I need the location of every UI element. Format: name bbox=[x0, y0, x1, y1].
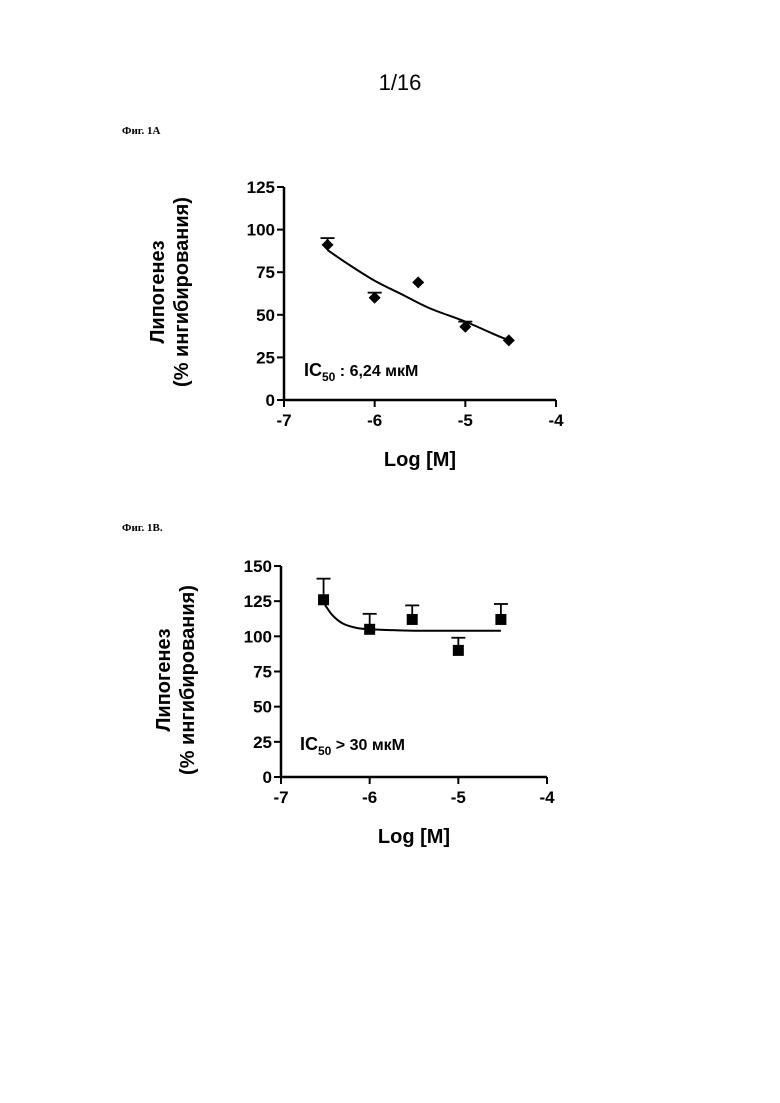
y-tick-label: 150 bbox=[244, 557, 272, 576]
x-tick-label: -5 bbox=[458, 411, 473, 430]
data-point bbox=[503, 334, 515, 346]
y-tick-label: 0 bbox=[263, 768, 272, 787]
y-tick-label: 75 bbox=[253, 663, 272, 682]
y-tick-label: 125 bbox=[244, 592, 272, 611]
y-tick-label: 0 bbox=[266, 391, 275, 410]
x-axis-title: Log [M] bbox=[384, 449, 456, 471]
x-tick-label: -7 bbox=[276, 411, 291, 430]
page-number: 1/16 bbox=[0, 70, 780, 96]
x-tick-label: -4 bbox=[539, 788, 555, 807]
data-point bbox=[369, 292, 381, 304]
y-tick-label: 50 bbox=[256, 306, 275, 325]
y-tick-label: 25 bbox=[253, 733, 272, 752]
x-tick-label: -6 bbox=[367, 411, 382, 430]
y-tick-label: 100 bbox=[244, 627, 272, 646]
x-tick-label: -7 bbox=[273, 788, 288, 807]
y-tick-label: 100 bbox=[247, 221, 275, 240]
x-axis-title: Log [M] bbox=[378, 826, 450, 848]
y-axis-title-line1: Липогенез bbox=[153, 628, 175, 731]
y-axis-title-line2: (% ингибирования) bbox=[171, 197, 193, 387]
data-point bbox=[407, 614, 418, 625]
x-tick-label: -6 bbox=[362, 788, 377, 807]
y-tick-label: 25 bbox=[256, 348, 275, 367]
y-axis-title-line2: (% ингибирования) bbox=[177, 585, 199, 775]
data-point bbox=[495, 614, 506, 625]
data-point bbox=[318, 594, 329, 605]
ic50-annotation: IC50 : 6,24 мкМ bbox=[304, 360, 418, 384]
y-tick-label: 125 bbox=[247, 178, 275, 197]
figure-1a-label: Фиг. 1А bbox=[122, 125, 160, 137]
x-tick-label: -5 bbox=[451, 788, 466, 807]
y-tick-label: 50 bbox=[253, 698, 272, 717]
y-tick-label: 75 bbox=[256, 263, 275, 282]
data-point bbox=[322, 239, 334, 251]
chart-1a: 0 25 50 75 100 125 -7 -6 -5 -4 Log [M] Липогенез(% … bbox=[0, 170, 700, 480]
figure-1b-label: Фиг. 1В. bbox=[122, 522, 163, 534]
data-point bbox=[364, 624, 375, 635]
ic50-annotation: IC50 > 30 мкМ bbox=[300, 734, 405, 758]
data-point bbox=[453, 645, 464, 656]
y-axis-title-line1: Липогенез bbox=[147, 240, 169, 343]
data-point bbox=[412, 276, 424, 288]
chart-1b: 0 25 50 75 100 125 150 -7 -6 -5 -4 Log [M] Липогенез… bbox=[0, 550, 700, 860]
x-tick-label: -4 bbox=[548, 411, 564, 430]
fit-curve bbox=[328, 250, 509, 340]
